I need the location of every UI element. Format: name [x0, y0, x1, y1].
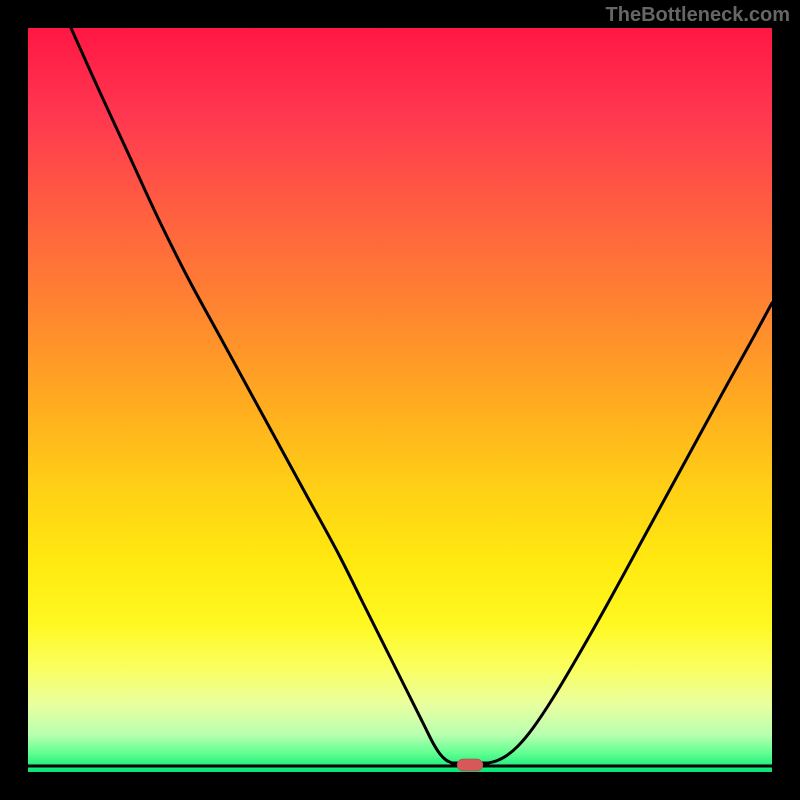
gradient-background: [28, 28, 772, 772]
chart-svg: [28, 28, 772, 772]
watermark-text: TheBottleneck.com: [606, 4, 790, 27]
bottleneck-marker: [457, 759, 483, 771]
chart-container: [28, 28, 772, 772]
